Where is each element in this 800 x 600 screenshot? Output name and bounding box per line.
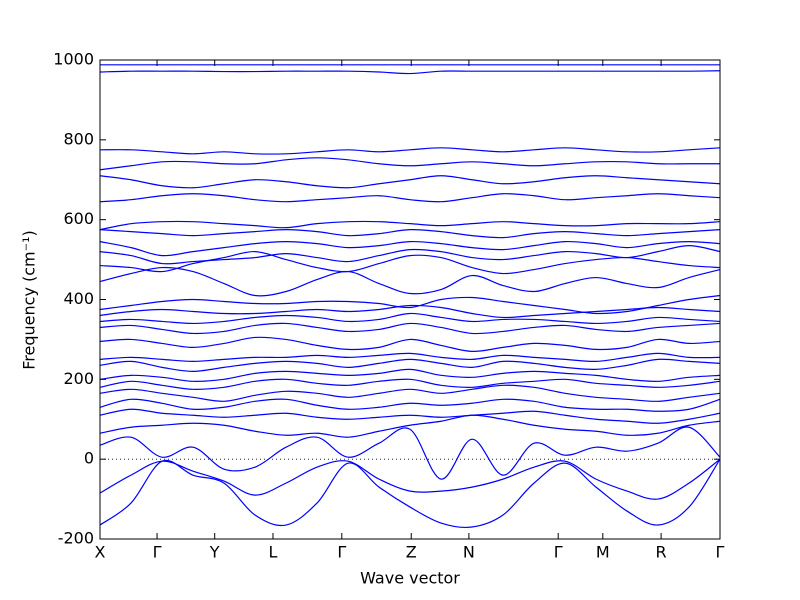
x-tick-label: Γ — [716, 543, 725, 562]
x-tick-label: M — [596, 543, 610, 562]
band-line — [99, 70, 721, 75]
x-tick-label: Y — [209, 543, 220, 562]
band-line — [99, 458, 721, 500]
band-line — [99, 312, 721, 325]
band-line — [99, 193, 721, 203]
band-line — [99, 408, 721, 424]
y-tick-label: 1000 — [53, 50, 94, 69]
x-tick-label: Γ — [337, 543, 346, 562]
x-tick-label: N — [463, 543, 475, 562]
band-line — [99, 250, 721, 275]
x-tick-label: Z — [406, 543, 417, 562]
band-line — [99, 147, 721, 155]
y-tick-label: 200 — [63, 369, 94, 388]
band-line — [99, 352, 721, 363]
band-line — [99, 228, 721, 239]
band-line — [99, 458, 721, 529]
y-tick-label: 800 — [63, 129, 94, 148]
band-line — [99, 378, 721, 390]
band-line — [99, 322, 721, 335]
y-tick-label: -200 — [58, 529, 94, 548]
x-tick-label: Γ — [153, 543, 162, 562]
y-tick-label: 0 — [84, 449, 94, 468]
band-line — [99, 157, 720, 171]
x-tick-label: X — [95, 543, 106, 562]
y-tick-label: 600 — [63, 209, 94, 228]
band-line — [99, 294, 721, 315]
band-line — [99, 368, 721, 382]
x-tick-label: R — [656, 543, 667, 562]
band-line — [99, 245, 721, 265]
x-axis-label: Wave vector — [360, 569, 460, 588]
band-line — [99, 336, 721, 352]
y-tick-label: 400 — [63, 289, 94, 308]
band-line — [99, 266, 721, 297]
band-line — [99, 414, 721, 438]
x-tick-label: L — [269, 543, 278, 562]
band-line — [99, 175, 721, 189]
band-line — [99, 240, 721, 257]
band-line — [99, 398, 721, 412]
x-tick-label: Γ — [554, 543, 563, 562]
band-line — [99, 384, 721, 402]
band-line — [99, 426, 721, 480]
band-line — [99, 358, 721, 372]
band-line — [99, 220, 721, 231]
y-axis-label: Frequency (cm⁻¹) — [20, 230, 39, 369]
band-line — [99, 304, 721, 319]
